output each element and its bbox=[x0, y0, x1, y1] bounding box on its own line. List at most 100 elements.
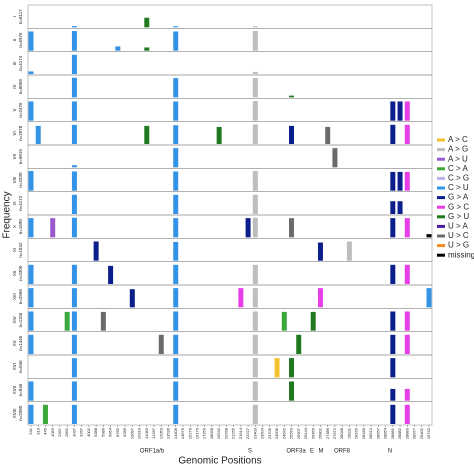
gene-label: ORF8 bbox=[334, 449, 351, 455]
bar bbox=[71, 124, 77, 144]
panel bbox=[27, 284, 433, 309]
bar bbox=[28, 171, 34, 191]
bar bbox=[129, 289, 135, 308]
gene-label: N bbox=[388, 449, 392, 455]
x-tick-label: 29402 bbox=[419, 427, 424, 439]
bar bbox=[173, 101, 179, 121]
bar bbox=[390, 358, 396, 378]
x-tick-label: 23709 bbox=[267, 427, 272, 439]
bar bbox=[28, 31, 34, 51]
bar bbox=[317, 288, 323, 308]
gene-label: ORF3a bbox=[286, 449, 306, 455]
panel-n: n=9819 bbox=[18, 149, 23, 165]
x-tick-label: 17259 bbox=[202, 427, 207, 439]
legend-label: G > U bbox=[448, 212, 469, 221]
x-tick-label: 5388 bbox=[93, 427, 98, 437]
x-tick-label: 28657 bbox=[375, 427, 380, 439]
x-tick-label: 28977 bbox=[412, 427, 417, 439]
bar bbox=[71, 171, 77, 191]
bar bbox=[173, 194, 179, 214]
x-tick-label: 25907 bbox=[296, 427, 301, 439]
panel-label: I bbox=[12, 16, 17, 17]
bar bbox=[289, 218, 295, 238]
bar bbox=[252, 101, 258, 121]
bar bbox=[404, 404, 410, 424]
x-tick-label: 28881 bbox=[390, 427, 395, 439]
x-tick-label: 21614 bbox=[238, 427, 243, 439]
bar bbox=[173, 31, 179, 51]
panel-label: XVI bbox=[12, 363, 17, 370]
panel-label: V bbox=[12, 108, 17, 111]
bar bbox=[173, 148, 179, 168]
bar bbox=[173, 125, 179, 144]
x-tick-label: 25563 bbox=[289, 427, 294, 439]
panel-label: II bbox=[12, 39, 17, 42]
x-tick-label: 24642 bbox=[281, 427, 286, 439]
panel bbox=[27, 98, 433, 122]
x-tick-label: 26144 bbox=[303, 427, 308, 439]
x-tick-label: 12053 bbox=[158, 427, 163, 439]
bar bbox=[390, 264, 396, 284]
x-tick-label: 27389 bbox=[325, 427, 330, 439]
bar bbox=[252, 358, 258, 378]
x-tick-label: 6954 bbox=[108, 427, 113, 437]
legend-label: G > C bbox=[448, 202, 469, 211]
panel-label: XI bbox=[12, 248, 17, 252]
x-tick-label: 445 bbox=[43, 427, 48, 434]
x-tick-label: 1059 bbox=[50, 427, 55, 437]
bar bbox=[108, 265, 114, 284]
bar bbox=[71, 381, 77, 401]
legend-label: A > C bbox=[448, 135, 468, 144]
x-tick-label: 28854 bbox=[383, 427, 388, 439]
bar bbox=[404, 101, 410, 121]
bar bbox=[310, 311, 316, 331]
x-tick-label: 13536 bbox=[166, 427, 171, 439]
bar bbox=[28, 404, 34, 424]
bar bbox=[390, 311, 396, 331]
bar bbox=[28, 264, 34, 284]
bar bbox=[252, 334, 258, 354]
bar bbox=[173, 264, 179, 284]
bar bbox=[173, 241, 179, 261]
x-tick-label: 2891 bbox=[64, 427, 69, 437]
x-tick-label: 22227 bbox=[245, 427, 250, 439]
bar bbox=[317, 242, 323, 261]
panel bbox=[27, 331, 433, 356]
y-axis-title: Frequency bbox=[2, 191, 13, 238]
panel-label: III bbox=[12, 61, 17, 65]
bar bbox=[404, 334, 410, 354]
legend-label: A > G bbox=[448, 145, 468, 154]
bar bbox=[390, 334, 396, 354]
panel bbox=[27, 144, 433, 169]
panel bbox=[27, 28, 433, 52]
bar bbox=[71, 334, 77, 354]
bar bbox=[144, 17, 150, 28]
x-tick-label: 18028 bbox=[209, 427, 214, 439]
bar bbox=[390, 201, 396, 214]
bar bbox=[397, 201, 403, 214]
bar bbox=[71, 31, 77, 51]
x-tick-label: 20268 bbox=[223, 427, 228, 439]
bar bbox=[332, 148, 338, 168]
panel bbox=[27, 308, 433, 332]
x-tick-label: 15279 bbox=[187, 427, 192, 439]
bar bbox=[390, 218, 396, 238]
panel-n: n=3330 bbox=[18, 172, 23, 188]
bar bbox=[404, 171, 410, 191]
bar bbox=[71, 194, 77, 214]
x-tick-label: 28512 bbox=[368, 427, 373, 439]
x-tick-label: 3267 bbox=[79, 427, 84, 437]
x-tick-label: 313 bbox=[35, 427, 40, 434]
bar bbox=[100, 311, 106, 331]
bar bbox=[289, 95, 295, 98]
panel-label: XII bbox=[12, 271, 17, 277]
gene-label: S bbox=[248, 449, 252, 455]
x-tick-label: 9286 bbox=[122, 427, 127, 437]
x-tick-label: 1397 bbox=[57, 427, 62, 437]
x-tick-label: 23604 bbox=[260, 427, 265, 439]
x-tick-label: 26456 bbox=[310, 427, 315, 439]
x-axis-title: Genomic Positions bbox=[178, 456, 261, 467]
panel bbox=[27, 168, 433, 192]
bar bbox=[28, 101, 34, 121]
